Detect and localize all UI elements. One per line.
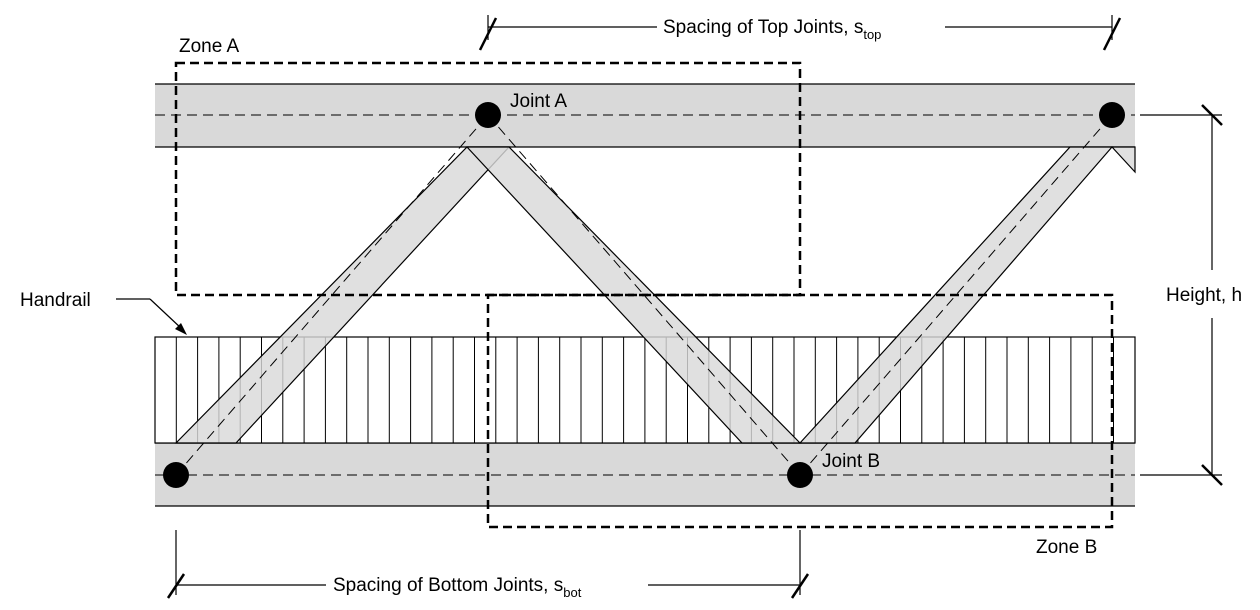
- height-tick-bottom: [1201, 464, 1223, 486]
- joint-bottom-left-dot: [163, 462, 189, 488]
- height-tick-top: [1201, 104, 1223, 126]
- top-dim-tick-left: [478, 17, 498, 51]
- bottom-dim-tick-left: [166, 573, 186, 599]
- zone-a-label: Zone A: [179, 36, 240, 57]
- bottom-dim-tick-right: [790, 573, 810, 599]
- handrail-leader-diagonal: [149, 298, 183, 330]
- height-label: Height, h: [1166, 285, 1242, 306]
- zone-b-box: [486, 293, 1114, 529]
- handrail-leader: [116, 298, 183, 330]
- top-spacing-label: Spacing of Top Joints, stop: [663, 17, 881, 42]
- joint-b-label: Joint B: [822, 451, 880, 472]
- height-dimension: [1140, 104, 1223, 486]
- top-dim-tick-right: [1102, 17, 1122, 51]
- handrail-leader-arrowhead: [175, 323, 187, 335]
- diagonal-member-4: [1110, 146, 1136, 174]
- bottom-spacing-dimension: [166, 530, 810, 599]
- top-spacing-dimension: [478, 15, 1122, 51]
- centerlines: [155, 114, 1135, 476]
- handrail-label: Handrail: [20, 290, 91, 311]
- bottom-spacing-label: Spacing of Bottom Joints, sbot: [333, 575, 582, 600]
- zone-b-label: Zone B: [1036, 537, 1097, 558]
- joints: [163, 102, 1125, 488]
- joint-b-dot: [787, 462, 813, 488]
- joint-a-label: Joint A: [510, 91, 567, 112]
- joint-a-dot: [475, 102, 501, 128]
- joint-top-right-dot: [1099, 102, 1125, 128]
